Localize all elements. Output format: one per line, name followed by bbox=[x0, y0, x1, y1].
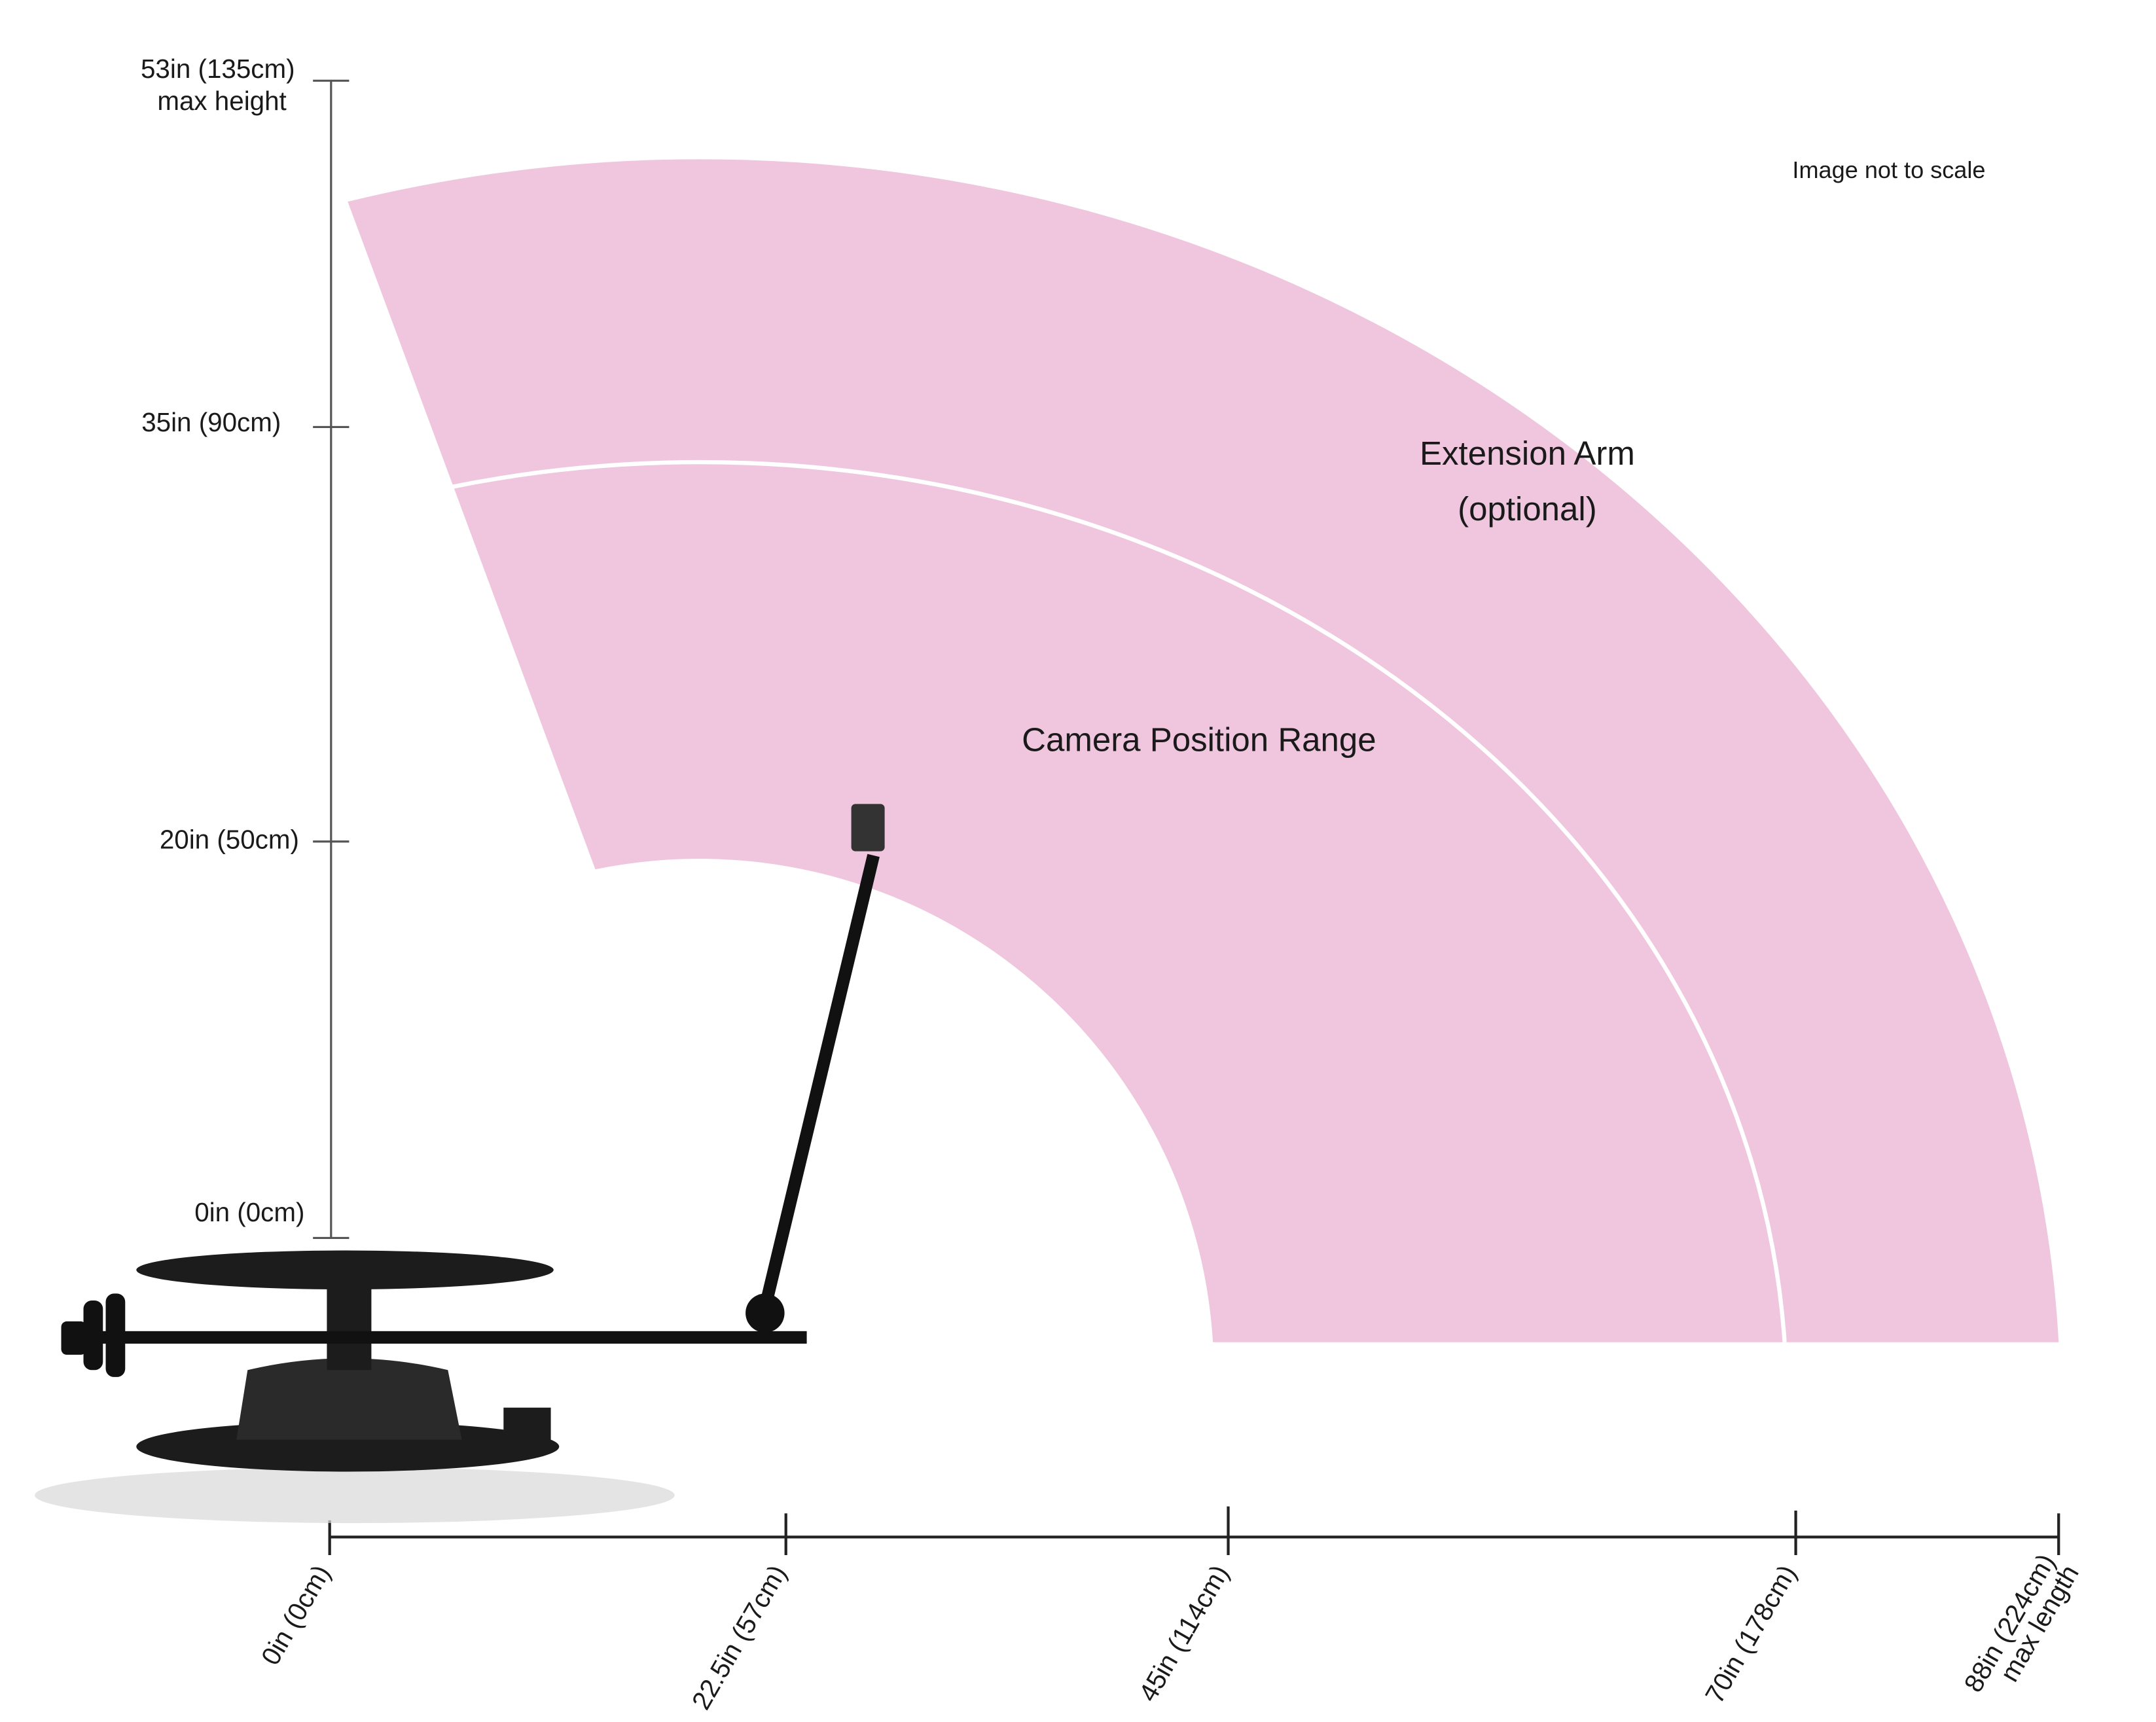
region-label: Extension Arm bbox=[1420, 435, 1635, 472]
tick-label: 70in (178cm) bbox=[1699, 1560, 1803, 1708]
counterweight bbox=[105, 1293, 126, 1377]
joint bbox=[746, 1293, 785, 1333]
range-area bbox=[348, 159, 2059, 1342]
region-sublabel: (optional) bbox=[1458, 490, 1597, 528]
range-divider bbox=[452, 459, 1787, 1343]
arm bbox=[76, 1331, 807, 1344]
counterweight bbox=[83, 1300, 103, 1371]
top-plate bbox=[136, 1250, 554, 1290]
switch bbox=[503, 1407, 551, 1441]
vertical-axis bbox=[313, 79, 350, 1240]
knob bbox=[61, 1321, 86, 1355]
pole bbox=[759, 853, 880, 1309]
tick-label: 0in (0cm) bbox=[255, 1560, 336, 1670]
base-body bbox=[236, 1358, 462, 1440]
tick-label: 53in (135cm) bbox=[141, 54, 295, 84]
region-label: Camera Position Range bbox=[1022, 721, 1376, 759]
tick-sublabel: max height bbox=[157, 86, 286, 116]
column bbox=[327, 1286, 372, 1371]
turntable-illustration bbox=[35, 804, 885, 1524]
tick-label: 35in (90cm) bbox=[141, 407, 281, 437]
tick-label: 20in (50cm) bbox=[160, 824, 299, 854]
camera bbox=[851, 804, 885, 852]
note: Image not to scale bbox=[1792, 156, 1985, 183]
shadow bbox=[35, 1467, 675, 1524]
tick-label: 22.5in (57cm) bbox=[685, 1560, 792, 1715]
tick-label: 45in (114cm) bbox=[1132, 1560, 1234, 1706]
tick-label: 0in (0cm) bbox=[194, 1197, 304, 1227]
horizontal-axis bbox=[328, 1506, 2060, 1555]
